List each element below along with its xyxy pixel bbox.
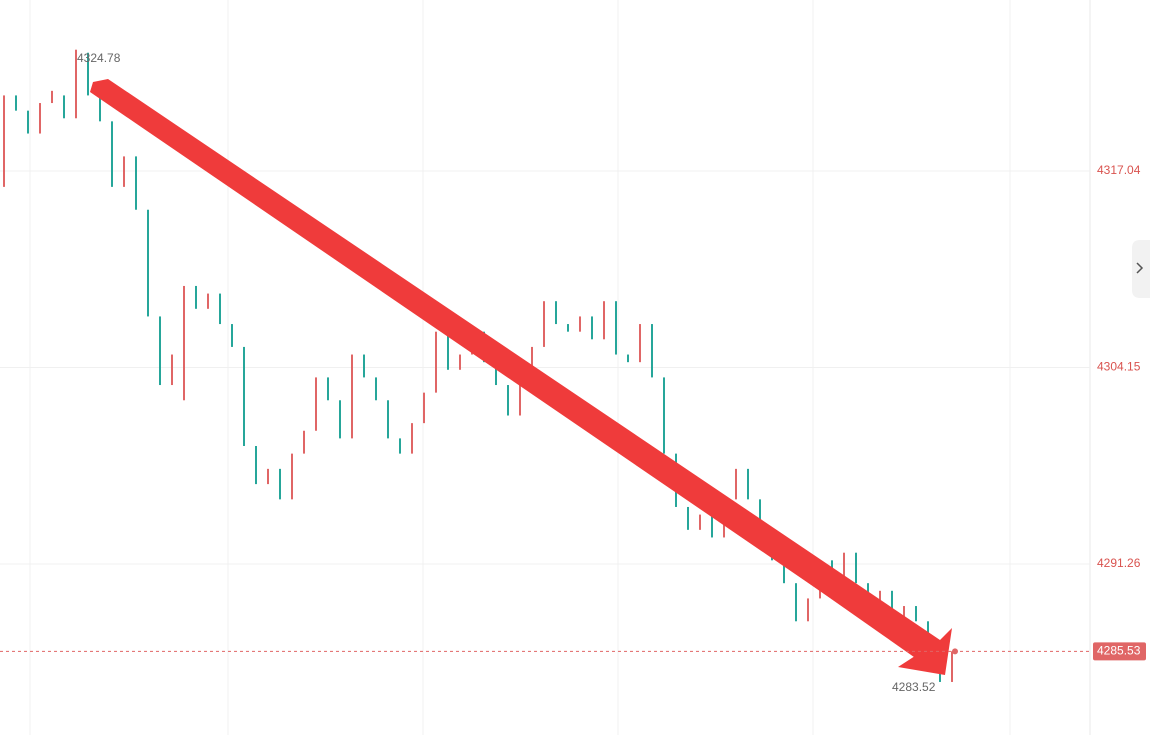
bar bbox=[279, 468, 281, 500]
bar bbox=[495, 362, 497, 386]
bar bbox=[315, 377, 317, 431]
bar bbox=[327, 377, 329, 401]
bar bbox=[255, 445, 257, 485]
bar bbox=[747, 468, 749, 500]
bar bbox=[615, 301, 617, 355]
last-price-box bbox=[1093, 642, 1146, 661]
bar bbox=[147, 209, 149, 317]
bar bbox=[699, 514, 701, 530]
bar bbox=[759, 499, 761, 530]
bar bbox=[411, 423, 413, 454]
last-price-dot bbox=[952, 648, 958, 655]
bar bbox=[555, 301, 557, 325]
bar bbox=[651, 324, 653, 378]
bar bbox=[447, 331, 449, 370]
bar bbox=[423, 392, 425, 424]
bar bbox=[855, 552, 857, 584]
side-toggle-icon bbox=[1136, 262, 1144, 274]
bar bbox=[3, 95, 5, 187]
bar bbox=[303, 430, 305, 454]
bar bbox=[207, 293, 209, 309]
bar bbox=[267, 468, 269, 485]
bar bbox=[27, 110, 29, 134]
bar bbox=[87, 52, 89, 96]
bar bbox=[519, 377, 521, 416]
bar bbox=[171, 354, 173, 386]
bar bbox=[951, 651, 953, 682]
y-tick-label: 4317.04 bbox=[1097, 163, 1141, 177]
bar bbox=[843, 552, 845, 584]
bar bbox=[579, 316, 581, 332]
bar bbox=[195, 285, 197, 309]
bar bbox=[339, 400, 341, 439]
bar bbox=[399, 438, 401, 454]
bar bbox=[627, 354, 629, 363]
bar bbox=[591, 316, 593, 340]
bar bbox=[183, 285, 185, 401]
bar bbox=[567, 324, 569, 332]
bar bbox=[915, 606, 917, 622]
bar bbox=[63, 95, 65, 119]
bar bbox=[507, 385, 509, 416]
bar bbox=[435, 331, 437, 393]
bar bbox=[783, 560, 785, 584]
bar bbox=[663, 377, 665, 454]
bar bbox=[363, 354, 365, 378]
trend-arrow bbox=[90, 79, 952, 675]
bar bbox=[159, 316, 161, 386]
bar bbox=[807, 598, 809, 622]
last-price-label: 4285.53 bbox=[1097, 643, 1141, 657]
y-tick-label: 4291.26 bbox=[1097, 556, 1141, 570]
bar bbox=[51, 90, 53, 104]
bar bbox=[231, 324, 233, 347]
high-label: 4324.78 bbox=[77, 51, 121, 65]
bar bbox=[135, 156, 137, 210]
bar bbox=[795, 583, 797, 622]
bar bbox=[291, 453, 293, 500]
bar bbox=[735, 468, 737, 500]
bar bbox=[123, 156, 125, 187]
low-label: 4283.52 bbox=[892, 680, 936, 694]
bar bbox=[75, 49, 77, 119]
bar bbox=[531, 346, 533, 378]
bar bbox=[375, 377, 377, 401]
bar bbox=[639, 324, 641, 363]
bar bbox=[603, 301, 605, 340]
bar bbox=[219, 293, 221, 325]
bar bbox=[351, 354, 353, 439]
bar bbox=[243, 346, 245, 446]
bar bbox=[111, 121, 113, 187]
bar bbox=[99, 95, 101, 122]
bar bbox=[459, 354, 461, 370]
bar bbox=[687, 506, 689, 530]
bar bbox=[15, 95, 17, 111]
bar bbox=[711, 514, 713, 538]
bar bbox=[543, 301, 545, 347]
y-tick-label: 4304.15 bbox=[1097, 360, 1141, 374]
bar bbox=[39, 103, 41, 134]
bar bbox=[387, 400, 389, 439]
